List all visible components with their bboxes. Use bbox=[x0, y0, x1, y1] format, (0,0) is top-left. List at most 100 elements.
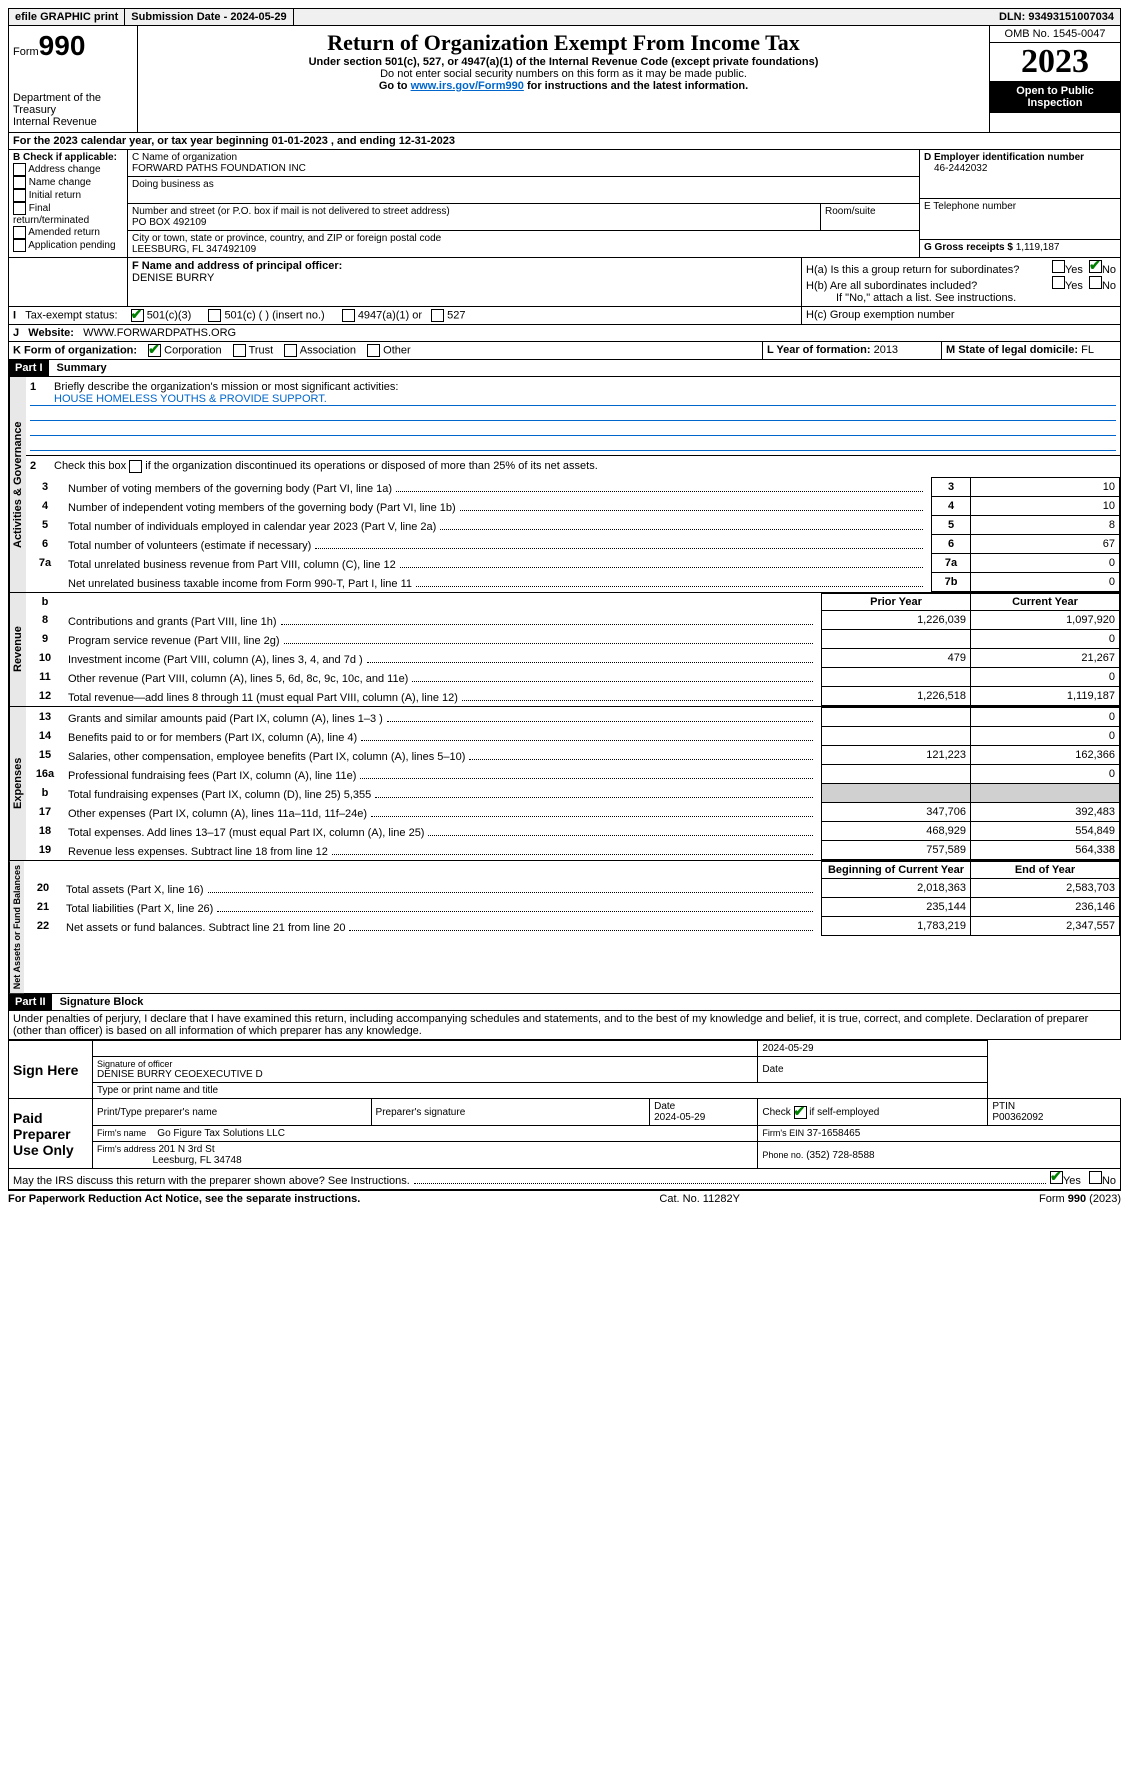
addr-label: Number and street (or P.O. box if mail i… bbox=[132, 206, 816, 217]
part-2-header: Part II Signature Block bbox=[8, 994, 1121, 1011]
org-form-block: K Form of organization: Corporation Trus… bbox=[8, 342, 1121, 360]
cb-527[interactable] bbox=[431, 309, 444, 322]
penalty-text: Under penalties of perjury, I declare th… bbox=[8, 1011, 1121, 1040]
paid-preparer: Paid Preparer Use Only bbox=[9, 1099, 93, 1169]
hb-no[interactable] bbox=[1089, 276, 1102, 289]
checkbox-initial[interactable] bbox=[13, 189, 26, 202]
tab-netassets: Net Assets or Fund Balances bbox=[9, 861, 24, 993]
discuss-no[interactable] bbox=[1089, 1171, 1102, 1184]
sig-date: 2024-05-29 bbox=[758, 1041, 988, 1057]
paperwork-notice: For Paperwork Reduction Act Notice, see … bbox=[8, 1193, 360, 1205]
cb-corp[interactable] bbox=[148, 344, 161, 357]
instructions-note: Go to www.irs.gov/Form990 for instructio… bbox=[142, 80, 985, 92]
netassets-table: Beginning of Current YearEnd of Year20To… bbox=[24, 861, 1120, 936]
form-title: Return of Organization Exempt From Incom… bbox=[142, 30, 985, 56]
ein-value: 46-2442032 bbox=[924, 163, 1116, 174]
website-value: WWW.FORWARDPATHS.ORG bbox=[83, 327, 236, 339]
signature-table: Sign Here 2024-05-29 Signature of office… bbox=[8, 1040, 1121, 1169]
box-b-label: B Check if applicable: bbox=[13, 152, 123, 163]
h-a: H(a) Is this a group return for subordin… bbox=[806, 264, 1052, 276]
cb-discontinued[interactable] bbox=[129, 460, 142, 473]
discontinued-q: Check this box if the organization disco… bbox=[54, 460, 598, 472]
governance-table: 3Number of voting members of the governi… bbox=[26, 477, 1120, 592]
sign-here: Sign Here bbox=[9, 1041, 93, 1099]
checkbox-name-change[interactable] bbox=[13, 176, 26, 189]
prep-date: 2024-05-29 bbox=[654, 1112, 705, 1123]
expenses-table: 13Grants and similar amounts paid (Part … bbox=[26, 707, 1120, 860]
tab-expenses: Expenses bbox=[9, 707, 26, 860]
org-name: FORWARD PATHS FOUNDATION INC bbox=[132, 163, 915, 174]
hb-yes[interactable] bbox=[1052, 276, 1065, 289]
form-number: 990 bbox=[39, 30, 86, 61]
firm-addr1: 201 N 3rd St bbox=[158, 1144, 214, 1155]
form-label: Form bbox=[13, 46, 39, 58]
dln: DLN: 93493151007034 bbox=[993, 9, 1120, 25]
cb-501c3[interactable] bbox=[131, 309, 144, 322]
officer-label: F Name and address of principal officer: bbox=[132, 260, 797, 272]
form-ref: Form 990 (2023) bbox=[1039, 1193, 1121, 1205]
domicile-state: FL bbox=[1081, 344, 1094, 356]
phone-label-e: E Telephone number bbox=[924, 201, 1116, 212]
discuss-row: May the IRS discuss this return with the… bbox=[8, 1169, 1121, 1190]
checkbox-final[interactable] bbox=[13, 202, 26, 215]
city-label: City or town, state or province, country… bbox=[132, 233, 915, 244]
cb-4947[interactable] bbox=[342, 309, 355, 322]
irs-link[interactable]: www.irs.gov/Form990 bbox=[411, 80, 524, 92]
form-org-label: K Form of organization: bbox=[13, 344, 137, 356]
checkbox-amended[interactable] bbox=[13, 226, 26, 239]
ssn-note: Do not enter social security numbers on … bbox=[142, 68, 985, 80]
tax-year: 2023 bbox=[990, 43, 1120, 81]
dba-label: Doing business as bbox=[132, 179, 915, 190]
page-footer: For Paperwork Reduction Act Notice, see … bbox=[8, 1190, 1121, 1205]
entity-block: B Check if applicable: Address change Na… bbox=[8, 150, 1121, 258]
ptin-value: P00362092 bbox=[992, 1112, 1043, 1123]
cb-assoc[interactable] bbox=[284, 344, 297, 357]
checkbox-pending[interactable] bbox=[13, 239, 26, 252]
firm-phone: (352) 728-8588 bbox=[806, 1150, 874, 1161]
officer-name: DENISE BURRY bbox=[132, 272, 797, 284]
h-b-note: If "No," attach a list. See instructions… bbox=[806, 292, 1116, 304]
irs-label: Internal Revenue Service bbox=[13, 116, 133, 128]
gross-receipts-value: 1,119,187 bbox=[1016, 242, 1060, 253]
website-label: Website: bbox=[28, 327, 74, 339]
cb-other[interactable] bbox=[367, 344, 380, 357]
firm-addr2: Leesburg, FL 34748 bbox=[153, 1155, 242, 1166]
website-block: J Website: WWW.FORWARDPATHS.ORG bbox=[8, 325, 1121, 342]
mission-q: Briefly describe the organization's miss… bbox=[54, 381, 398, 393]
checkbox-addr-change[interactable] bbox=[13, 163, 26, 176]
public-inspection: Open to Public Inspection bbox=[990, 81, 1120, 113]
tab-revenue: Revenue bbox=[9, 593, 26, 706]
status-block: I Tax-exempt status: 501(c)(3) 501(c) ( … bbox=[8, 307, 1121, 325]
form-header: Form990 Department of the Treasury Inter… bbox=[8, 26, 1121, 133]
cb-501c[interactable] bbox=[208, 309, 221, 322]
tab-governance: Activities & Governance bbox=[9, 377, 26, 592]
efile-label[interactable]: efile GRAPHIC print bbox=[9, 9, 125, 25]
form-subtitle: Under section 501(c), 527, or 4947(a)(1)… bbox=[142, 56, 985, 68]
revenue-table: bPrior YearCurrent Year8Contributions an… bbox=[26, 593, 1120, 706]
h-c: H(c) Group exemption number bbox=[802, 307, 1120, 324]
summary-expenses: Expenses 13Grants and similar amounts pa… bbox=[8, 707, 1121, 861]
tax-status-label: Tax-exempt status: bbox=[25, 309, 117, 321]
addr-value: PO BOX 492109 bbox=[132, 217, 816, 228]
topbar: efile GRAPHIC print Submission Date - 20… bbox=[8, 8, 1121, 26]
firm-name: Go Figure Tax Solutions LLC bbox=[157, 1128, 285, 1139]
ha-yes[interactable] bbox=[1052, 260, 1065, 273]
ein-label: D Employer identification number bbox=[924, 152, 1116, 163]
org-name-label: C Name of organization bbox=[132, 152, 915, 163]
discuss-yes[interactable] bbox=[1050, 1171, 1063, 1184]
firm-ein: 37-1658465 bbox=[807, 1128, 860, 1139]
omb-number: OMB No. 1545-0047 bbox=[990, 26, 1120, 43]
submission-date: Submission Date - 2024-05-29 bbox=[125, 9, 293, 25]
ha-no[interactable] bbox=[1089, 260, 1102, 273]
mission-ans: HOUSE HOMELESS YOUTHS & PROVIDE SUPPORT. bbox=[30, 393, 1116, 406]
cb-self-emp[interactable] bbox=[794, 1106, 807, 1119]
officer-block: F Name and address of principal officer:… bbox=[8, 258, 1121, 307]
city-value: LEESBURG, FL 347492109 bbox=[132, 244, 915, 255]
cb-trust[interactable] bbox=[233, 344, 246, 357]
room-label: Room/suite bbox=[820, 204, 919, 230]
dept-treasury: Department of the Treasury bbox=[13, 92, 133, 116]
summary-governance: Activities & Governance 1Briefly describ… bbox=[8, 377, 1121, 593]
year-formation: 2013 bbox=[874, 344, 898, 356]
gross-receipts-label: G Gross receipts $ bbox=[924, 242, 1013, 253]
summary-netassets: Net Assets or Fund Balances Beginning of… bbox=[8, 861, 1121, 994]
